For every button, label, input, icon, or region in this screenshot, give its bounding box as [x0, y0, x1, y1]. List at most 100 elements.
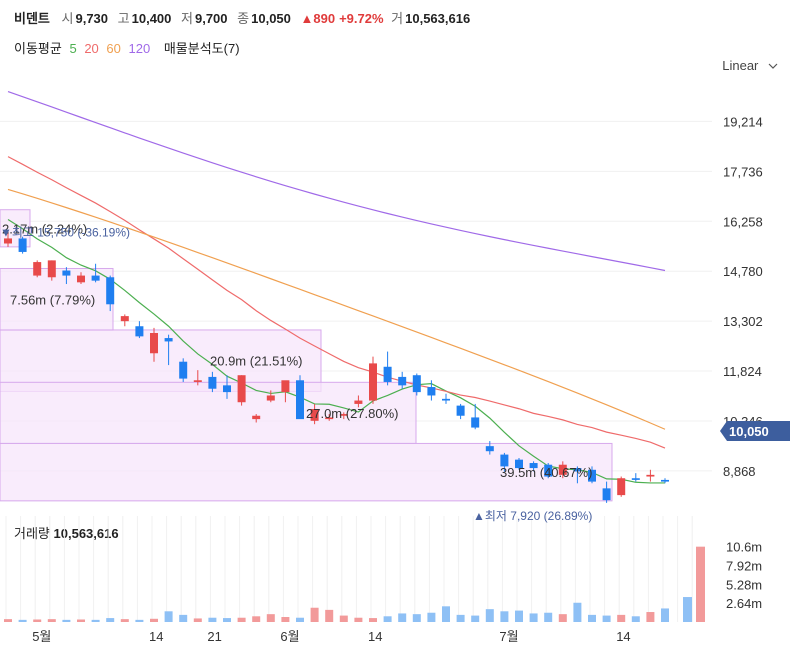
volume-bar — [369, 618, 377, 622]
band-label: 27.0m (27.80%) — [306, 406, 399, 421]
candle-body — [252, 415, 261, 420]
candle-body — [383, 366, 392, 382]
volume-bar — [281, 617, 290, 622]
ma60-label: 60 — [106, 41, 121, 56]
close-label: 종 — [237, 11, 250, 26]
volume-panel-value: 10,563,616 — [53, 526, 119, 541]
volume-bar — [602, 615, 611, 622]
x-tick-label: 14 — [149, 629, 163, 644]
candle-body — [412, 375, 421, 393]
stock-name: 비덴트 — [14, 11, 50, 26]
volume-bar — [646, 612, 655, 622]
band-label: 20.9m (21.51%) — [210, 354, 303, 369]
volume-bar — [47, 619, 56, 622]
y-tick-label: 13,302 — [723, 314, 763, 329]
volume-bar — [558, 614, 567, 622]
scale-selector[interactable]: Linear — [722, 58, 778, 73]
x-tick-label: 7월 — [499, 629, 518, 644]
candle-body — [47, 260, 56, 278]
volume-bar — [456, 614, 465, 622]
candle-body — [310, 408, 319, 421]
volume-bar — [398, 613, 407, 622]
volume-bar — [617, 614, 626, 622]
ma20-line — [7, 156, 666, 449]
candle-body — [77, 275, 85, 283]
volume-panel-label: 거래량 — [14, 526, 50, 541]
ma120-line — [7, 90, 666, 272]
candle-body — [456, 405, 465, 416]
volume-bar — [310, 607, 319, 622]
volume-bar — [544, 612, 553, 622]
volume-bar — [150, 618, 158, 622]
candle-body — [573, 468, 582, 472]
volume-bar — [588, 614, 596, 622]
candle-body — [135, 326, 144, 337]
candle-body — [631, 478, 640, 480]
low-value: 9,700 — [194, 11, 228, 26]
x-tick-label: 14 — [616, 629, 630, 644]
current-price-badge — [720, 420, 790, 441]
volume-bar-latest — [696, 546, 705, 622]
volume-bar — [471, 615, 480, 622]
high-label: 고 — [117, 11, 130, 26]
x-tick-label: 5월 — [32, 629, 51, 644]
ma5-line — [7, 219, 665, 484]
band-label: 39.5m (40.67%) — [500, 465, 593, 480]
volume-bar — [237, 617, 246, 622]
candle-body — [62, 270, 71, 276]
y-tick-label: 10,346 — [723, 414, 763, 429]
volume-profile-band — [0, 267, 114, 331]
candle-body — [120, 316, 129, 322]
open-label: 시 — [61, 11, 74, 26]
volume-bar — [573, 602, 582, 622]
volume-bar — [515, 610, 523, 622]
y-tick-label: 16,258 — [723, 214, 763, 229]
y-tick-label: 11,824 — [723, 364, 762, 379]
volume-bar — [91, 619, 100, 622]
chevron-down-icon — [768, 63, 778, 69]
change-value: ▲890 — [300, 11, 336, 26]
volume-bar — [266, 614, 275, 622]
volume-bar — [208, 617, 217, 622]
y-tick-label: 8,868 — [723, 464, 756, 479]
x-tick-label: 14 — [368, 629, 382, 644]
y-tick-label: 17,736 — [723, 164, 763, 179]
volume-bar — [33, 619, 42, 622]
candle-body — [266, 395, 275, 401]
volume-tick-label: 7.92m — [726, 559, 762, 574]
volume-bar — [383, 616, 392, 622]
candle-body — [442, 398, 450, 401]
candle-body — [485, 446, 494, 452]
candle-body — [369, 363, 377, 401]
low-label: 저 — [181, 11, 193, 26]
ma-legend-label: 이동평균 — [14, 41, 62, 56]
volume-bar — [193, 618, 202, 622]
candle-body — [33, 262, 42, 276]
high-value: 10,400 — [131, 11, 172, 26]
volume-bar — [252, 616, 261, 622]
candle-body — [529, 463, 538, 469]
volume-bar — [179, 614, 188, 622]
x-tick-label: 6월 — [280, 629, 299, 644]
volume-bar — [500, 611, 509, 622]
volume-bar — [62, 619, 71, 622]
candle-body — [661, 479, 669, 482]
candle-body — [558, 464, 567, 475]
candle-body — [4, 238, 12, 244]
candle-body — [471, 417, 480, 428]
current-price-label: 10,050 — [729, 424, 769, 439]
volume-tick-label: 10.6m — [726, 539, 762, 554]
candle-body — [646, 474, 655, 477]
ma-legend[interactable]: 이동평균 5 20 60 120 매물분석도(7) — [14, 38, 244, 57]
scale-label: Linear — [722, 58, 759, 73]
candle-body — [339, 414, 348, 416]
low-annotation: ▲최저 7,920 (26.89%) — [473, 509, 592, 523]
ma5-label: 5 — [69, 41, 77, 56]
volume-bar — [106, 618, 115, 622]
candle-body — [515, 459, 523, 469]
close-value: 10,050 — [251, 11, 291, 26]
candle-body — [18, 238, 27, 252]
volume-bar — [4, 619, 12, 622]
volume-profile-band — [0, 209, 31, 248]
